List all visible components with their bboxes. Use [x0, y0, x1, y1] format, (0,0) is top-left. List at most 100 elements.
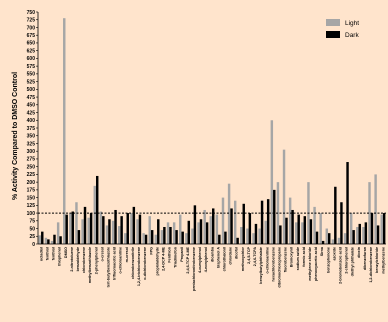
x-tick-label: 2-chlorophenol	[345, 247, 349, 274]
y-axis-title: % Activity Compared to DMSO Control	[12, 72, 19, 200]
bar-dark	[126, 213, 129, 244]
bar-light	[270, 120, 274, 244]
bar-light	[295, 222, 298, 244]
bar-light	[240, 226, 243, 244]
x-tick-label: 1,2-dichlorobenzene	[369, 247, 373, 283]
bar-dark	[309, 219, 313, 244]
bar-light	[38, 235, 42, 244]
bar-light	[69, 213, 72, 244]
x-tick-label: methylbenzene	[381, 247, 385, 274]
bar-dark	[303, 216, 307, 244]
bar-dark	[163, 226, 166, 244]
y-tick-label: 625	[27, 48, 36, 54]
x-tick-label: dicamba	[210, 246, 214, 262]
bar-dark	[291, 209, 294, 244]
y-tick-label: 600	[27, 56, 36, 62]
bar-light	[221, 197, 225, 244]
x-tick-label: propiolaldehyde	[155, 247, 159, 275]
x-tick-label: o-chloroaniline	[119, 247, 123, 273]
bar-dark	[352, 230, 355, 244]
bar-dark	[224, 231, 227, 244]
bar-dark	[285, 217, 288, 244]
bar-light	[313, 206, 316, 244]
y-tick-label: 675	[27, 33, 36, 39]
bar-dark	[114, 209, 117, 244]
bar-dark	[236, 237, 239, 244]
bar-light	[148, 216, 151, 244]
y-tick-label: 225	[27, 172, 36, 178]
bar-light	[368, 182, 371, 244]
bar-dark	[175, 230, 178, 244]
x-tick-label: thiophenol	[58, 247, 62, 266]
x-tick-label: methylene chloride	[308, 247, 312, 281]
x-tick-label: chlordane	[229, 247, 233, 265]
bar-dark	[212, 208, 215, 244]
x-tick-label: fenthiol	[45, 247, 49, 260]
bar-light	[362, 226, 365, 244]
y-tick-label: 200	[27, 180, 36, 186]
x-tick-label: bisphenol A	[216, 247, 220, 268]
x-tick-label: benzophenone	[326, 247, 330, 273]
x-tick-label: sodium azide	[296, 247, 300, 270]
bar-light	[130, 213, 133, 244]
bar-light	[319, 213, 322, 244]
legend-label-light: Light	[345, 20, 359, 27]
y-tick-label: 750	[27, 10, 36, 16]
x-tick-label: dioxin	[357, 246, 361, 258]
bar-light	[142, 233, 145, 244]
x-tick-label: 2,4,6-TCPA	[253, 247, 257, 267]
x-tick-label: fenthiol	[52, 247, 56, 260]
bar-light	[105, 225, 109, 244]
x-tick-label: 2,4,6-TCP 4-ME	[186, 246, 190, 273]
x-tick-label: tert-butylbenzothiazole	[107, 247, 111, 287]
bar-dark	[65, 214, 68, 244]
bar-light	[282, 149, 286, 244]
x-tick-label: chlorobenzonitrile	[131, 247, 135, 279]
bar-group	[38, 18, 386, 244]
y-tick-label: 700	[27, 25, 36, 31]
x-tick-label: dibromochloropropane	[277, 247, 281, 288]
y-tick-label: 450	[27, 103, 36, 109]
bar-light	[325, 228, 328, 244]
bar-light	[56, 222, 60, 244]
bar-dark	[273, 189, 276, 244]
x-tick-label: benzylbutylphthalate	[259, 247, 263, 284]
bar-light	[209, 216, 212, 244]
bar-light	[258, 228, 261, 244]
x-tick-label: methoxychlor	[241, 246, 245, 271]
bar-dark	[279, 225, 282, 244]
x-tick-label: azoxide	[332, 247, 336, 261]
x-tick-label: 2,4,5-TCP	[247, 246, 251, 263]
bar-dark	[248, 213, 252, 244]
bar-light	[160, 230, 164, 244]
bar-dark	[230, 208, 233, 244]
bar-dark	[328, 233, 331, 244]
bar-dark	[120, 216, 123, 244]
bar-light	[301, 222, 304, 244]
bar-dark	[334, 186, 337, 244]
bar-light	[337, 237, 341, 244]
y-tick-label: 250	[27, 164, 36, 170]
legend-swatch-dark	[326, 31, 340, 38]
x-tick-label: trifluoroacetic acid	[113, 246, 117, 280]
bar-dark	[77, 230, 81, 244]
x-tick-label: fluorobenzene	[284, 247, 288, 272]
x-tick-label: diethyl phthalate	[351, 247, 355, 276]
bar-dark	[346, 162, 349, 244]
x-tick-label: 2-phenylphenol	[94, 247, 98, 274]
bar-light	[99, 211, 103, 244]
x-axis: octadiol fenthiol fenthiol thiophenol DMSO 2-…	[38, 243, 386, 291]
bar-light	[179, 214, 182, 244]
y-tick-label: 550	[27, 72, 36, 78]
x-tick-label: 2,4-DCP 4-ME	[161, 246, 165, 270]
y-tick-label: 0	[32, 242, 35, 248]
bar-dark	[47, 239, 50, 244]
x-tick-label: 2-bromobenzoic acid	[339, 246, 343, 284]
bar-light	[93, 185, 96, 244]
bar-dark	[132, 206, 136, 244]
y-tick-label: 650	[27, 41, 36, 47]
x-tick-label: formic acid	[302, 246, 306, 266]
x-tick-label: hexachlorobenzene	[271, 247, 275, 281]
x-tick-label: 4-nonylphenol	[204, 247, 208, 272]
bar-dark	[321, 240, 325, 244]
